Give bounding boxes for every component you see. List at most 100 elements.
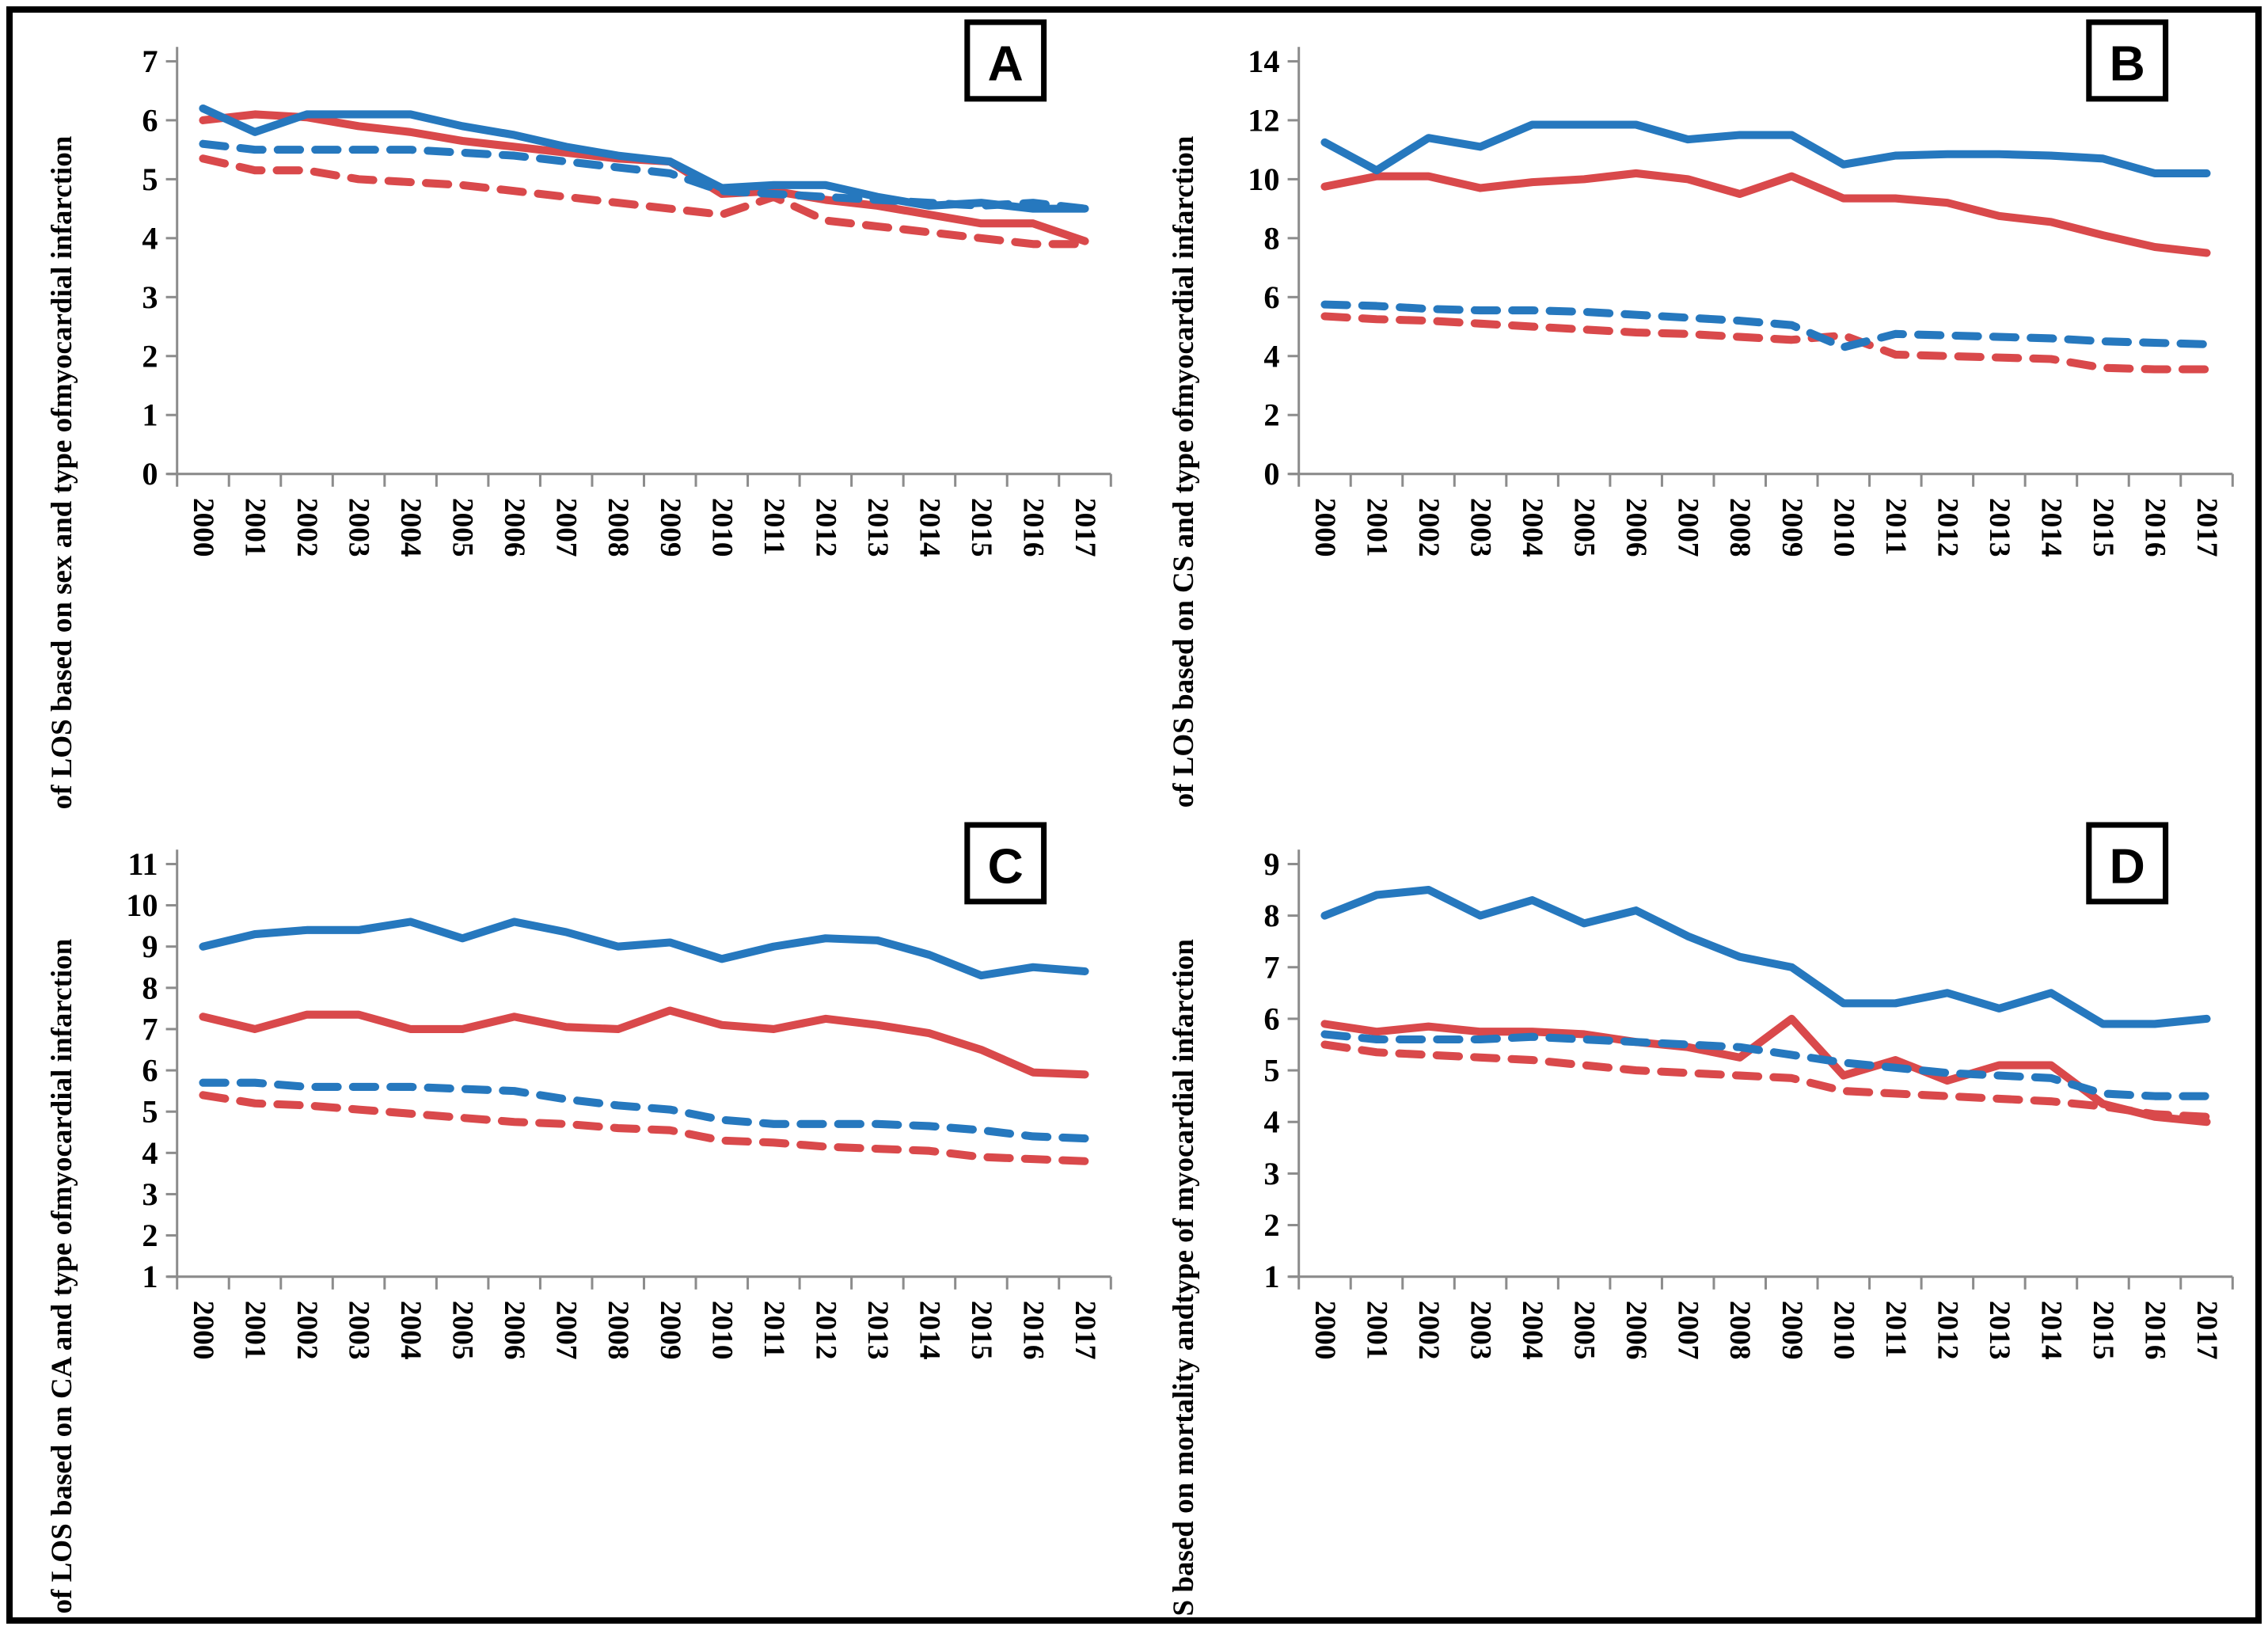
svg-text:0: 0 (1263, 456, 1279, 492)
svg-text:2017: 2017 (2190, 498, 2223, 557)
svg-text:A: A (988, 36, 1024, 91)
svg-text:4: 4 (1263, 338, 1279, 374)
panel-d-y-title-line1: Trends of LOS based on mortality and (1167, 1303, 1200, 1617)
svg-text:2013: 2013 (861, 498, 894, 557)
svg-text:8: 8 (1263, 220, 1279, 256)
svg-text:8: 8 (1263, 898, 1279, 933)
svg-text:2010: 2010 (705, 1300, 738, 1359)
svg-text:2003: 2003 (1464, 1300, 1496, 1359)
svg-text:2012: 2012 (1931, 498, 1963, 557)
panel-b-line-chart: 0 2 4 6 8 10 12 14 2000 2001 2002 2003 2004 2005 2006 2… (1248, 19, 2234, 557)
panel-c-y-title-line1: Trends of LOS based on CA and type of (46, 1210, 79, 1617)
svg-text:2004: 2004 (394, 498, 427, 557)
panel-c-chart-row: Trends of LOS based on CA and type of my… (16, 820, 1131, 1618)
svg-text:2004: 2004 (1516, 498, 1548, 557)
svg-text:2015: 2015 (2086, 1300, 2118, 1359)
svg-text:5: 5 (1263, 1052, 1279, 1088)
svg-text:2010: 2010 (1827, 498, 1860, 557)
svg-text:14: 14 (1248, 44, 1279, 79)
svg-text:8: 8 (142, 970, 158, 1005)
svg-text:2014: 2014 (2034, 1300, 2067, 1359)
panel-c-line-chart: 1 2 3 4 5 6 7 8 9 10 11 2000 2001 2002 2003 2004 2005 200… (126, 822, 1112, 1359)
svg-text:B: B (2109, 36, 2145, 91)
svg-text:1: 1 (1263, 1259, 1279, 1294)
svg-text:2003: 2003 (1464, 498, 1496, 557)
svg-text:2: 2 (142, 1218, 158, 1253)
svg-text:C: C (988, 838, 1024, 894)
svg-text:4: 4 (142, 220, 158, 256)
svg-text:2005: 2005 (1567, 498, 1600, 557)
panel-b-y-axis-title: Trends of LOS based on CS and type of my… (1138, 17, 1231, 815)
svg-text:2013: 2013 (861, 1300, 894, 1359)
panel-c-plot-area: 1 2 3 4 5 6 7 8 9 10 11 2000 2001 2002 2003 2004 2005 200… (109, 820, 1131, 1618)
svg-text:2012: 2012 (809, 498, 841, 557)
svg-text:2007: 2007 (550, 1300, 583, 1359)
svg-text:7: 7 (142, 1011, 158, 1047)
svg-text:2002: 2002 (291, 498, 323, 557)
svg-text:2008: 2008 (602, 1300, 634, 1359)
panel-a-y-title-line1: Trends of LOS based on sex and type of (46, 408, 79, 815)
panel-a-y-title-line2: myocardial infarction (46, 136, 79, 408)
svg-text:2011: 2011 (1879, 1300, 1911, 1358)
svg-text:9: 9 (142, 929, 158, 964)
panel-d: Trends of LOS based on mortality and typ… (1134, 815, 2256, 1618)
svg-text:6: 6 (1263, 279, 1279, 315)
svg-text:2015: 2015 (965, 498, 997, 557)
svg-text:2017: 2017 (1069, 1300, 1101, 1359)
svg-text:2006: 2006 (498, 498, 530, 557)
svg-text:2005: 2005 (1567, 1300, 1600, 1359)
svg-text:1: 1 (142, 397, 158, 433)
svg-text:2007: 2007 (550, 498, 583, 557)
svg-text:2001: 2001 (238, 498, 271, 557)
svg-text:10: 10 (126, 887, 158, 923)
svg-text:2014: 2014 (913, 1300, 945, 1359)
panel-b-y-title-line1: Trends of LOS based on CS and type of (1167, 408, 1200, 815)
panel-b-y-title-line2: myocardial infarction (1167, 136, 1200, 408)
panel-d-plot-area: 1 2 3 4 5 6 7 8 9 2000 2001 2002 2003 2004 2005 2006 200… (1231, 820, 2253, 1618)
panel-a-plot-area: 0 1 2 3 4 5 6 7 2000 2001 2002 2003 2004 2005 2006 2007… (109, 17, 1131, 815)
svg-text:2003: 2003 (343, 498, 375, 557)
svg-text:6: 6 (1263, 1001, 1279, 1036)
svg-text:2011: 2011 (758, 498, 790, 556)
svg-text:2016: 2016 (1016, 498, 1049, 557)
svg-text:1: 1 (142, 1259, 158, 1294)
svg-text:2015: 2015 (2086, 498, 2118, 557)
svg-text:2: 2 (1263, 397, 1279, 433)
svg-text:2009: 2009 (1775, 498, 1807, 557)
panel-c-y-title-line2: myocardial infarction (46, 938, 79, 1211)
panel-b: Trends of LOS based on CS and type of my… (1134, 13, 2256, 815)
svg-text:2: 2 (1263, 1207, 1279, 1243)
svg-text:2017: 2017 (1069, 498, 1101, 557)
svg-text:2009: 2009 (654, 1300, 686, 1359)
svg-text:2013: 2013 (1982, 498, 2015, 557)
panel-a-chart-row: Trends of LOS based on sex and type of m… (16, 17, 1131, 815)
svg-text:2001: 2001 (238, 1300, 271, 1359)
panel-d-y-axis-title: Trends of LOS based on mortality and typ… (1138, 820, 1231, 1618)
svg-text:6: 6 (142, 1052, 158, 1088)
svg-text:4: 4 (142, 1134, 158, 1170)
panel-d-y-title-line2: type of myocardial infarction (1167, 938, 1200, 1304)
svg-text:D: D (2109, 838, 2145, 894)
svg-text:2008: 2008 (1723, 498, 1756, 557)
svg-text:6: 6 (142, 102, 158, 138)
svg-text:10: 10 (1248, 161, 1279, 197)
svg-text:7: 7 (1263, 949, 1279, 985)
svg-text:2006: 2006 (498, 1300, 530, 1359)
svg-text:2007: 2007 (1671, 498, 1704, 557)
svg-text:2010: 2010 (1827, 1300, 1860, 1359)
panel-a-y-axis-title: Trends of LOS based on sex and type of m… (16, 17, 109, 815)
svg-text:7: 7 (142, 44, 158, 79)
svg-text:2017: 2017 (2190, 1300, 2223, 1359)
svg-text:2005: 2005 (446, 498, 479, 557)
svg-text:4: 4 (1263, 1104, 1279, 1139)
svg-text:2009: 2009 (654, 498, 686, 557)
svg-text:2011: 2011 (1879, 498, 1911, 556)
svg-text:12: 12 (1248, 102, 1279, 138)
svg-text:2012: 2012 (1931, 1300, 1963, 1359)
svg-text:2001: 2001 (1360, 498, 1392, 557)
svg-text:2011: 2011 (758, 1300, 790, 1358)
svg-text:2005: 2005 (446, 1300, 479, 1359)
svg-text:2006: 2006 (1620, 498, 1652, 557)
svg-text:2: 2 (142, 338, 158, 374)
svg-text:2002: 2002 (291, 1300, 323, 1359)
